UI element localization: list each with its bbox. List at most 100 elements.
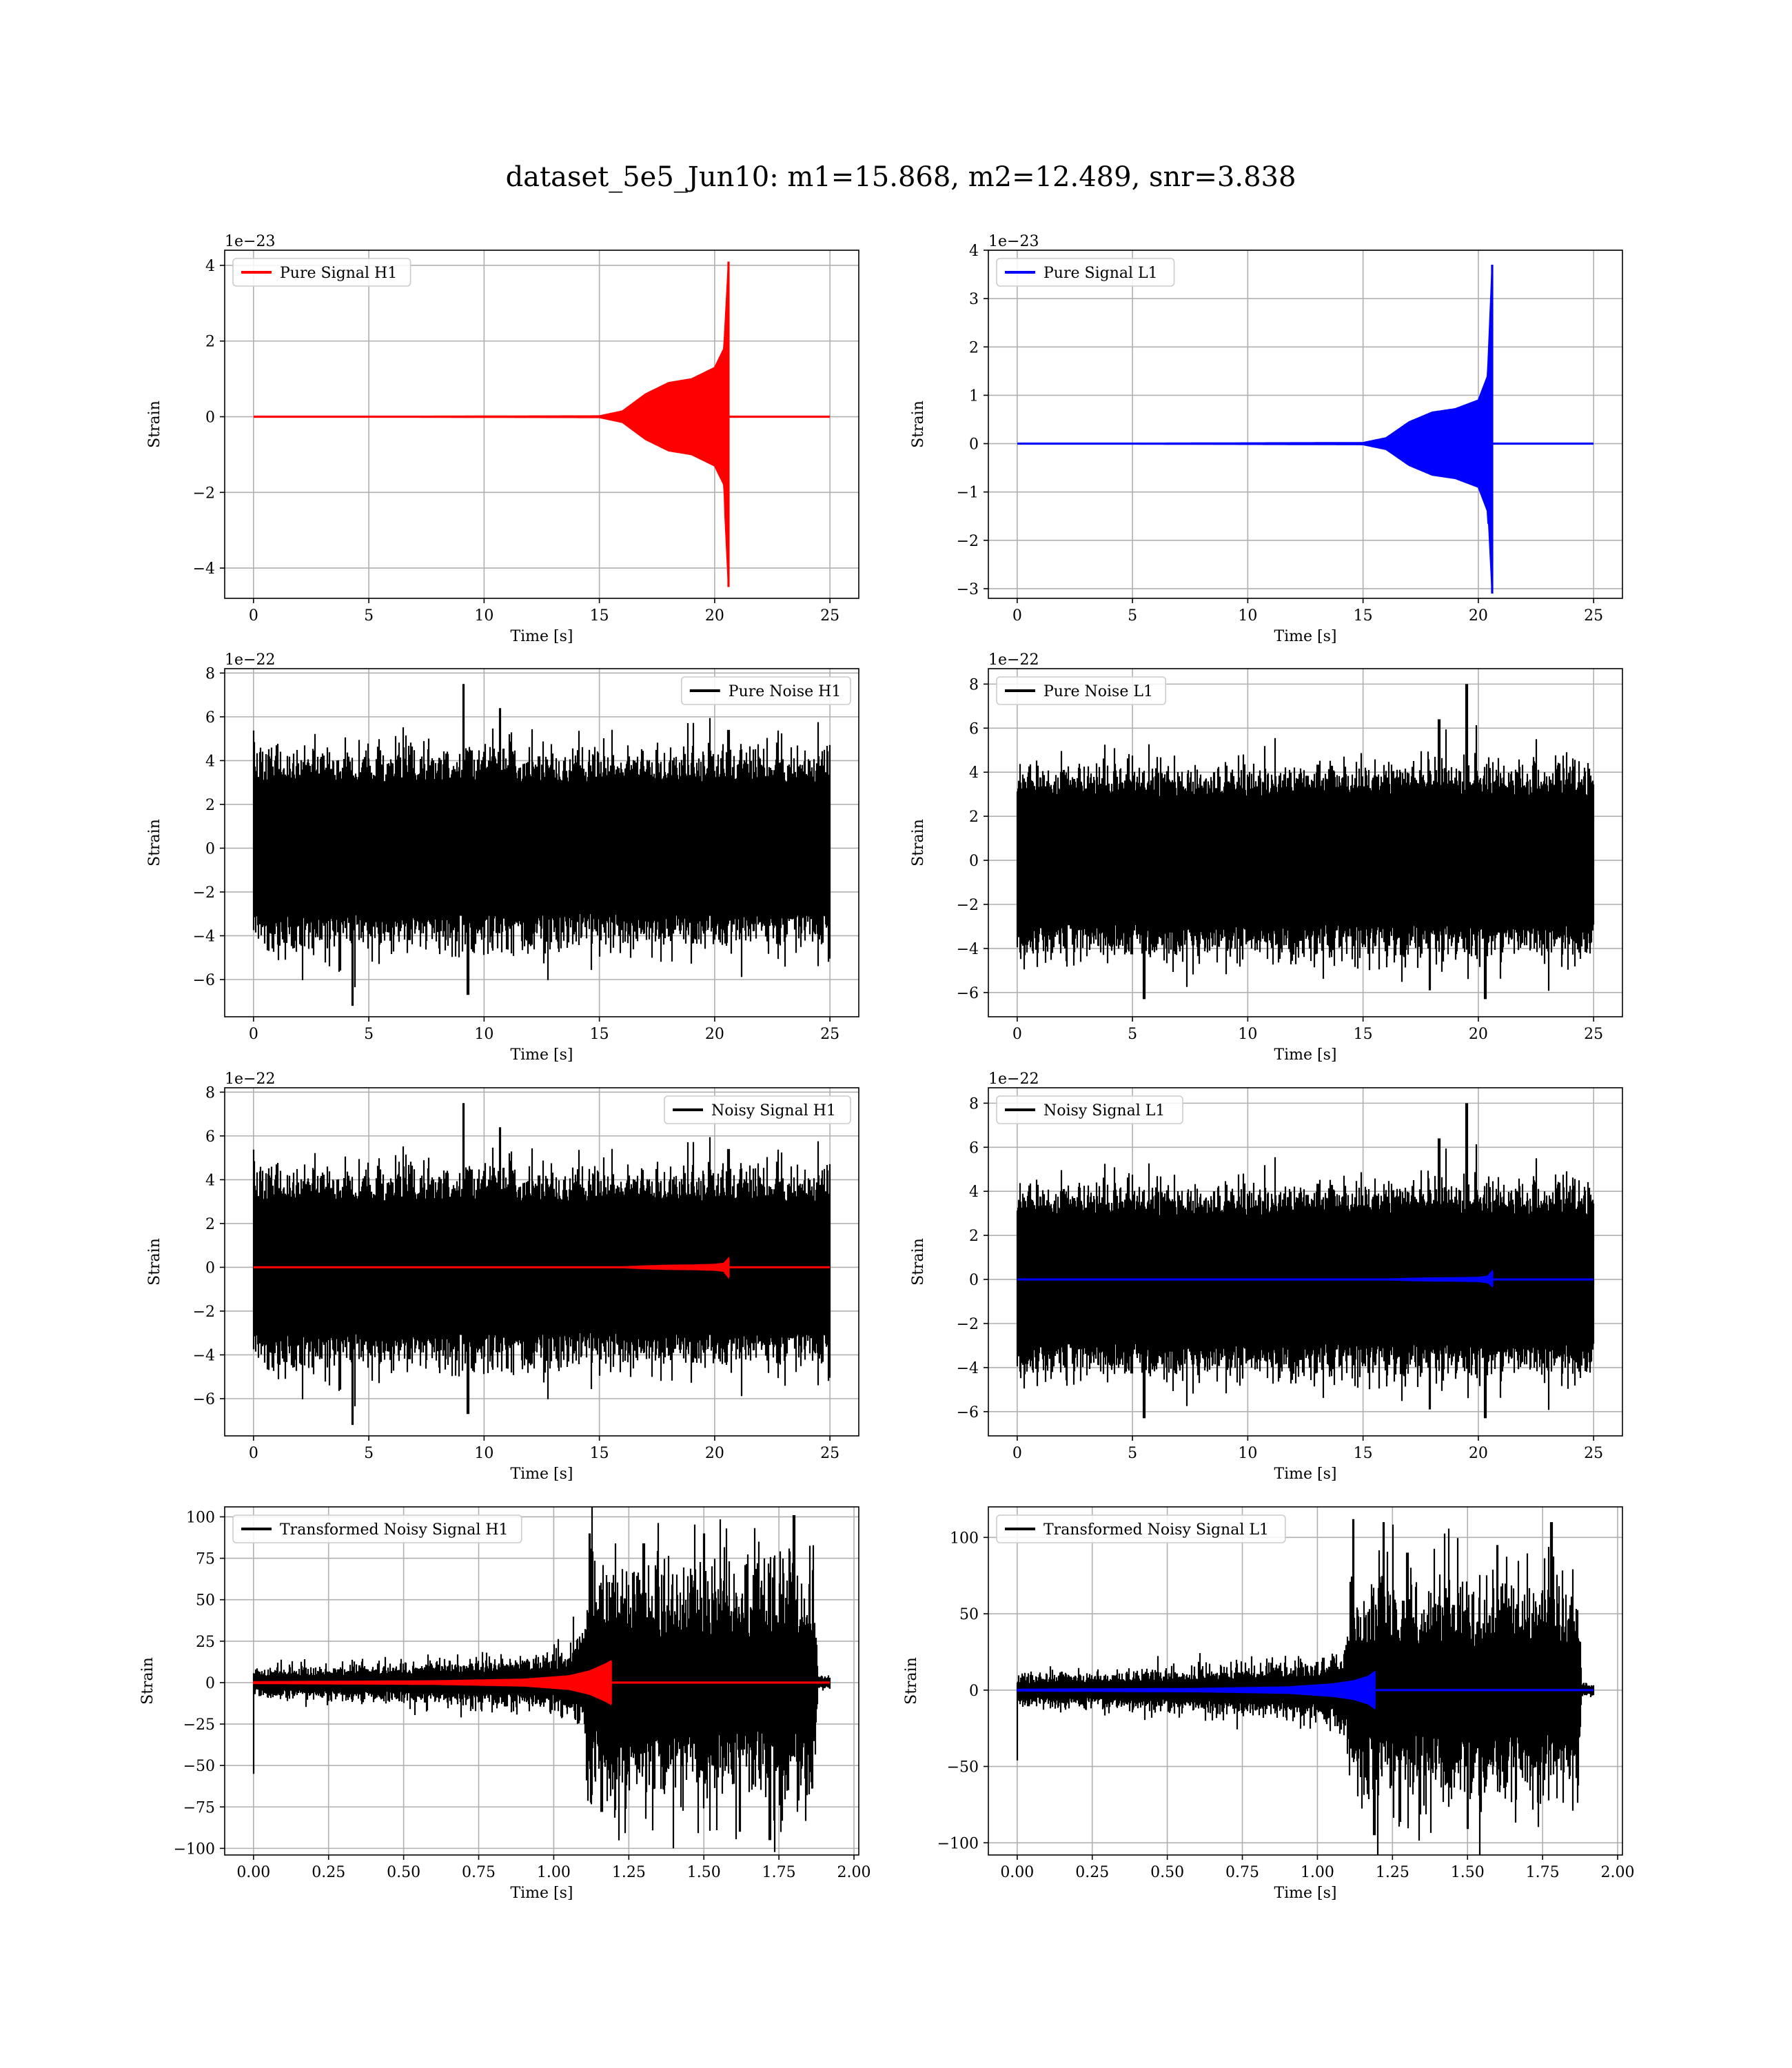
x-tick-label: 1.25 xyxy=(1376,1864,1409,1881)
legend-label: Pure Signal L1 xyxy=(1043,265,1158,282)
plot-area xyxy=(252,1103,831,1426)
legend-box xyxy=(996,258,1175,287)
y-tick-label: −100 xyxy=(174,1841,215,1858)
y-tick-label: −1 xyxy=(957,485,979,502)
x-tick-label: 0.00 xyxy=(236,1864,270,1881)
legend-box xyxy=(996,1095,1183,1124)
y-tick-label: −4 xyxy=(957,1360,979,1377)
x-tick-label: 2.00 xyxy=(837,1864,871,1881)
subplot-3: 0 5 10 15 20 25 −6 −4 −2 0 2 4 6 8 Time [s] Strain 1e−22… xyxy=(146,651,859,1064)
y-tick-label: −4 xyxy=(193,928,215,945)
y-tick-label: −2 xyxy=(193,485,215,502)
x-tick-label: 0.25 xyxy=(1075,1864,1109,1881)
legend-box xyxy=(232,258,411,287)
x-tick-label: 1.50 xyxy=(1451,1864,1485,1881)
noise-series-0 xyxy=(252,684,831,1006)
x-tick-label: 20 xyxy=(1469,1445,1488,1462)
axes-frame xyxy=(988,250,1623,599)
y-tick-label: −6 xyxy=(957,985,979,1002)
y-tick-label: 25 xyxy=(196,1634,215,1651)
legend-label: Noisy Signal L1 xyxy=(1043,1102,1165,1119)
legend-label: Transformed Noisy Signal L1 xyxy=(1043,1521,1269,1539)
subplot-6: 0 5 10 15 20 25 −6 −4 −2 0 2 4 6 8 Time [s] Strain 1e−22… xyxy=(910,1071,1623,1483)
legend-label: Pure Noise H1 xyxy=(729,683,842,700)
y-tick-label: −4 xyxy=(193,1347,215,1364)
y-tick-label: −2 xyxy=(193,884,215,902)
y-tick-label: 0 xyxy=(969,1272,979,1289)
x-tick-label: 5 xyxy=(364,607,374,625)
x-tick-label: 5 xyxy=(1128,1026,1137,1043)
y-tick-label: 0 xyxy=(205,840,215,858)
x-tick-label: 5 xyxy=(1128,607,1137,625)
y-tick-label: −4 xyxy=(957,941,979,958)
y-axis-label: Strain xyxy=(910,819,927,866)
x-tick-label: 20 xyxy=(1469,1026,1488,1043)
y-tick-label: 3 xyxy=(969,291,979,308)
legend: Pure Signal L1 xyxy=(996,258,1175,287)
y-tick-label: 2 xyxy=(205,1216,215,1233)
y-tick-label: 1 xyxy=(969,387,979,405)
y-tick-label: 2 xyxy=(969,809,979,826)
y-tick-label: 0 xyxy=(969,436,979,454)
y-tick-label: −2 xyxy=(957,897,979,914)
x-tick-label: 10 xyxy=(1238,1445,1257,1462)
subplot-2: 0 5 10 15 20 25 −3 −2 −1 0 1 2 3 4 Time [s] Strain 1e−23… xyxy=(910,233,1623,645)
x-tick-label: 15 xyxy=(590,1445,609,1462)
plot-area xyxy=(1017,264,1594,594)
y-tick-label: 2 xyxy=(205,797,215,814)
x-tick-label: 1.75 xyxy=(1526,1864,1560,1881)
x-tick-label: 15 xyxy=(1354,1445,1373,1462)
x-tick-label: 0 xyxy=(1012,1445,1022,1462)
x-tick-label: 5 xyxy=(364,1445,374,1462)
x-axis-label: Time [s] xyxy=(510,1046,573,1064)
legend: Pure Signal H1 xyxy=(232,258,411,287)
y-tick-label: −6 xyxy=(193,1391,215,1408)
legend: Noisy Signal L1 xyxy=(996,1095,1183,1124)
y-tick-label: −2 xyxy=(957,1316,979,1333)
x-tick-label: 25 xyxy=(820,1445,839,1462)
legend-box xyxy=(996,676,1166,705)
x-tick-label: 10 xyxy=(474,607,493,625)
x-tick-label: 0.75 xyxy=(462,1864,496,1881)
x-tick-label: 0 xyxy=(249,1026,258,1043)
y-tick-label: 0 xyxy=(969,1683,979,1700)
x-tick-label: 1.50 xyxy=(687,1864,721,1881)
y-tick-label: 100 xyxy=(186,1509,215,1526)
legend: Noisy Signal H1 xyxy=(664,1095,851,1124)
y-tick-label: 0 xyxy=(205,409,215,427)
y-tick-label: 0 xyxy=(205,1675,215,1692)
x-tick-label: 0 xyxy=(1012,607,1022,625)
y-tick-label: −75 xyxy=(183,1799,215,1816)
y-tick-label: 8 xyxy=(205,665,215,682)
legend-box xyxy=(664,1095,851,1124)
subplot-1: 0 5 10 15 20 25 −4 −2 0 2 4 Time [s] Strain 1e−23 Pure… xyxy=(146,233,859,645)
y-tick-label: 4 xyxy=(969,243,979,260)
y-tick-label: 4 xyxy=(969,764,979,782)
legend-label: Noisy Signal H1 xyxy=(711,1102,836,1119)
x-axis-label: Time [s] xyxy=(1274,1466,1336,1483)
y-tick-label: 2 xyxy=(969,339,979,356)
y-tick-label: −4 xyxy=(193,560,215,578)
y-tick-label: 8 xyxy=(969,676,979,693)
y-tick-label: 4 xyxy=(969,1184,979,1201)
x-tick-label: 15 xyxy=(590,1026,609,1043)
subplot-8: 0.00 0.25 0.50 0.75 1.00 1.25 1.50 1.75 2.00 −100… xyxy=(903,1506,1635,1902)
x-tick-label: 25 xyxy=(1584,607,1603,625)
y-axis-label: Strain xyxy=(910,401,927,448)
y-tick-label: −50 xyxy=(947,1759,979,1776)
y-tick-label: 2 xyxy=(969,1228,979,1245)
x-tick-label: 5 xyxy=(1128,1445,1137,1462)
y-tick-label: 6 xyxy=(969,720,979,738)
y-tick-label: −100 xyxy=(937,1835,979,1852)
x-tick-label: 5 xyxy=(364,1026,374,1043)
y-axis-label: Strain xyxy=(146,819,163,866)
axes-frame xyxy=(224,1087,859,1437)
x-axis-label: Time [s] xyxy=(1274,628,1336,645)
y-tick-label: 4 xyxy=(205,258,215,275)
y-axis-label: Strain xyxy=(903,1657,920,1705)
x-tick-label: 0 xyxy=(249,607,258,625)
y-tick-label: −3 xyxy=(957,581,979,598)
x-tick-label: 0.00 xyxy=(1000,1864,1034,1881)
